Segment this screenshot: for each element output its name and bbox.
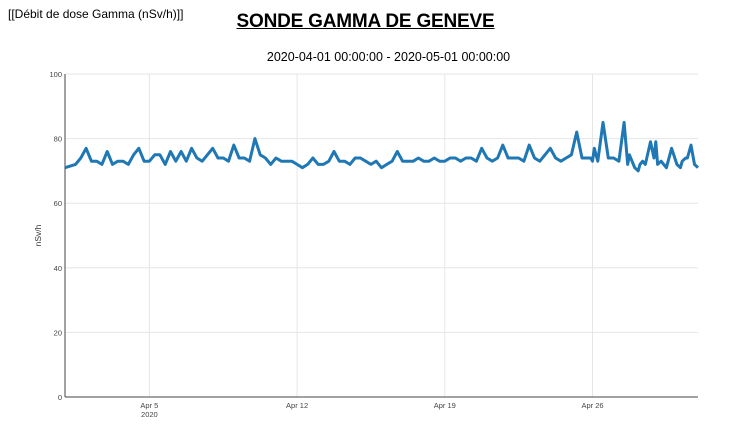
x-tick-sublabel: 2020 bbox=[141, 410, 158, 419]
y-tick-label: 100 bbox=[49, 70, 62, 79]
x-tick-label: Apr 26 bbox=[581, 401, 603, 410]
chart-subtitle: 2020-04-01 00:00:00 - 2020-05-01 00:00:0… bbox=[266, 50, 511, 64]
y-tick-label: 20 bbox=[54, 328, 62, 337]
y-axis-label: nSv/h bbox=[33, 224, 43, 246]
chart-title: SONDE GAMMA DE GENEVE bbox=[236, 11, 495, 32]
series-line bbox=[64, 120, 700, 173]
axes bbox=[64, 74, 698, 398]
x-tick-label: Apr 12 bbox=[286, 401, 308, 410]
y-tick-label: 40 bbox=[54, 264, 62, 273]
series-group bbox=[64, 120, 700, 173]
grid-lines bbox=[65, 73, 698, 397]
y-tick-label: 0 bbox=[58, 393, 62, 402]
y-tick-label: 60 bbox=[54, 199, 62, 208]
y-tick-label: 80 bbox=[54, 135, 62, 144]
corner-label: [[Débit de dose Gamma (nSv/h)]] bbox=[8, 7, 184, 21]
x-tick-label: Apr 19 bbox=[434, 401, 456, 410]
x-tick-label: Apr 5 bbox=[140, 401, 158, 410]
